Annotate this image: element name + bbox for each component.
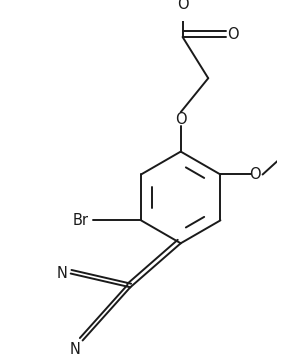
Text: O: O xyxy=(175,112,186,127)
Text: N: N xyxy=(70,342,81,357)
Text: N: N xyxy=(57,266,68,281)
Text: O: O xyxy=(227,27,239,42)
Text: Br: Br xyxy=(73,213,88,228)
Text: O: O xyxy=(177,0,188,12)
Text: O: O xyxy=(249,167,261,182)
